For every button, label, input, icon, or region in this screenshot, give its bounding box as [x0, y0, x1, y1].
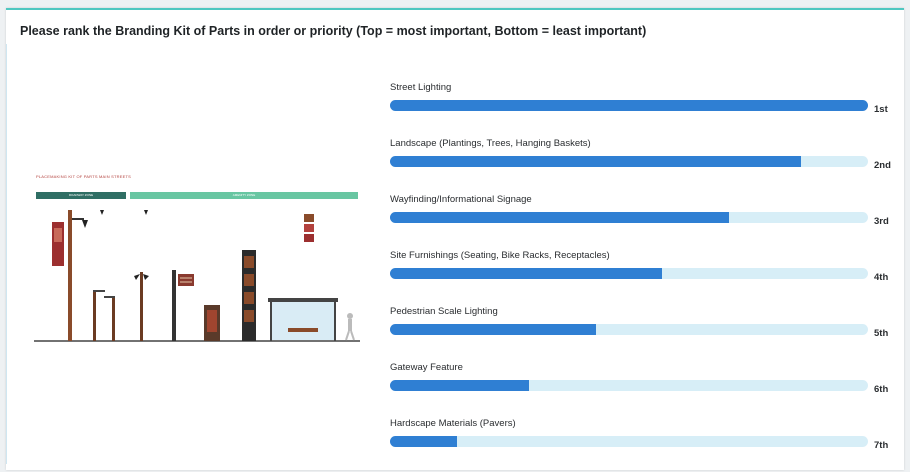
rank-item[interactable]: Landscape (Plantings, Trees, Hanging Bas…	[386, 138, 896, 178]
rank-item[interactable]: Street Lighting 1st	[386, 82, 896, 122]
rank-item-label: Hardscape Materials (Pavers)	[390, 418, 516, 429]
rank-item[interactable]: Wayfinding/Informational Signage 3rd	[386, 194, 896, 234]
rank-bar-fill	[390, 324, 596, 335]
rank-bar-fill	[390, 436, 457, 447]
rank-item-label: Site Furnishings (Seating, Bike Racks, R…	[390, 250, 610, 261]
rank-item[interactable]: Pedestrian Scale Lighting 5th	[386, 306, 896, 346]
rank-item-label: Street Lighting	[390, 82, 452, 93]
rank-bar-track	[390, 156, 868, 167]
rank-item-label: Landscape (Plantings, Trees, Hanging Bas…	[390, 138, 591, 149]
rank-item-label: Pedestrian Scale Lighting	[390, 306, 498, 317]
rank-position: 2nd	[874, 160, 891, 171]
rank-item[interactable]: Gateway Feature 6th	[386, 362, 896, 402]
rank-item-label: Gateway Feature	[390, 362, 463, 373]
rank-bar-track	[390, 212, 868, 223]
rank-item-label: Wayfinding/Informational Signage	[390, 194, 532, 205]
rank-bar-track	[390, 324, 868, 335]
rank-position: 1st	[874, 104, 888, 115]
rank-item[interactable]: Hardscape Materials (Pavers) 7th	[386, 418, 896, 458]
rank-bar-fill	[390, 380, 529, 391]
rank-bar-fill	[390, 212, 730, 223]
rank-position: 3rd	[874, 216, 889, 227]
kit-of-parts-illustration: PLACEMAKING KIT OF PARTS MAIN STREETS RO…	[32, 170, 362, 350]
rank-position: 6th	[874, 384, 889, 395]
rank-bar-fill	[390, 156, 802, 167]
card-left-border	[6, 44, 10, 464]
rank-item[interactable]: Site Furnishings (Seating, Bike Racks, R…	[386, 250, 896, 290]
rank-position: 5th	[874, 328, 889, 339]
rank-bar-track	[390, 380, 868, 391]
illustration-title: PLACEMAKING KIT OF PARTS MAIN STREETS	[36, 174, 131, 179]
streetscape-drawing	[34, 210, 360, 342]
rank-bar-track	[390, 436, 868, 447]
rank-position: 7th	[874, 440, 889, 451]
ranking-question-card: Please rank the Branding Kit of Parts in…	[6, 8, 904, 470]
rank-bar-fill	[390, 100, 868, 111]
rank-position: 4th	[874, 272, 889, 283]
rank-bar-track	[390, 100, 868, 111]
rank-bar-track	[390, 268, 868, 279]
question-title: Please rank the Branding Kit of Parts in…	[20, 24, 647, 38]
illustration-band-right: AMENITY ZONE	[130, 192, 358, 199]
rank-bar-fill	[390, 268, 663, 279]
illustration-band-left: ROADWAY ZONE	[36, 192, 126, 199]
